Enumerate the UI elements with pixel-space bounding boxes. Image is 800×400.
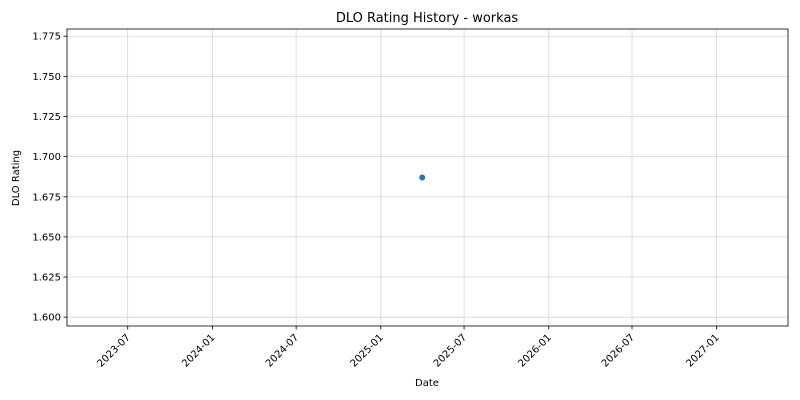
x-axis-label: Date xyxy=(415,378,439,389)
y-axis-ticks: 1.600 1.625 1.650 1.675 1.700 1.725 1.750 1.775 xyxy=(32,32,67,324)
y-tick-label: 1.775 xyxy=(32,32,61,43)
chart-title: DLO Rating History - workas xyxy=(336,11,519,26)
y-axis-label: DLO Rating xyxy=(11,150,22,206)
y-tick-label: 1.725 xyxy=(32,112,61,123)
y-tick-label: 1.625 xyxy=(32,273,61,284)
plot-frame xyxy=(66,28,789,327)
vertical-gridlines xyxy=(127,29,718,326)
y-tick-label: 1.600 xyxy=(32,313,61,324)
y-tick-label: 1.675 xyxy=(32,192,61,203)
y-tick-label: 1.650 xyxy=(32,232,61,243)
data-point xyxy=(419,174,426,181)
data-points xyxy=(419,174,426,181)
y-tick-label: 1.750 xyxy=(32,72,61,83)
horizontal-gridlines xyxy=(67,35,788,318)
y-tick-label: 1.700 xyxy=(32,152,61,163)
